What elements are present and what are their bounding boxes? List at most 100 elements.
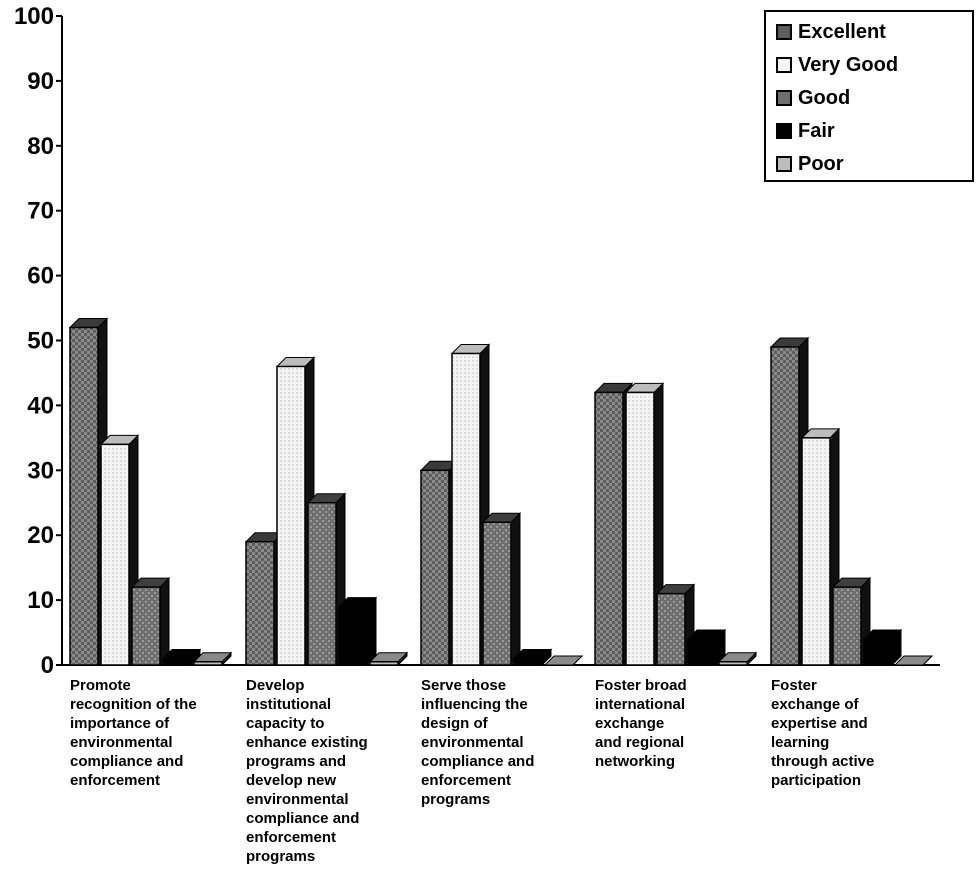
bar-front — [338, 605, 368, 666]
legend-label: Fair — [798, 119, 835, 142]
bar-side — [159, 576, 170, 667]
bar-front — [276, 365, 306, 666]
bar-front — [307, 502, 337, 666]
bar-front — [801, 437, 831, 666]
bar-side — [510, 512, 521, 667]
y-tick-label: 80 — [27, 133, 54, 160]
y-tick-label: 20 — [27, 522, 54, 549]
category-label-line: recognition of the — [70, 696, 197, 713]
y-tick-label: 40 — [27, 392, 54, 419]
legend-swatch-fair — [776, 123, 792, 139]
category-label-line: importance of — [70, 715, 170, 732]
legend-swatch-excellent — [776, 24, 792, 40]
category-label-line: compliance and — [246, 810, 360, 827]
category-label-line: participation — [771, 772, 862, 789]
legend-swatch-good — [776, 90, 792, 106]
legend-label: Very Good — [798, 53, 899, 76]
legend-label: Good — [798, 86, 851, 109]
bar-front — [625, 391, 655, 666]
bar-fair — [337, 596, 378, 667]
legend-item-excellent: Excellent — [776, 18, 886, 46]
bar-good — [481, 512, 522, 667]
category-label: Foster broad international exchange and reg… — [595, 676, 687, 771]
legend-swatch-very-good — [776, 57, 792, 73]
bar-front — [245, 540, 275, 666]
category-label-line: institutional — [246, 696, 331, 713]
bar-front — [656, 592, 686, 666]
bar-front — [420, 469, 450, 666]
category-label-line: enforcement — [246, 829, 337, 846]
category-label-line: programs and — [246, 753, 347, 770]
y-tick-label: 100 — [14, 3, 54, 30]
category-label: Develop institutional capacity to enhance e… — [246, 676, 368, 866]
bar-front — [369, 661, 399, 666]
bar-front — [594, 391, 624, 666]
category-label-line: compliance and — [421, 753, 535, 770]
legend-item-fair: Fair — [776, 117, 835, 145]
legend: Excellent Very Good Good Fair Poor — [764, 10, 974, 182]
bar-good — [306, 492, 347, 667]
category-label-line: expertise and — [771, 715, 868, 732]
bar-front — [863, 638, 893, 666]
category-label-line: international — [595, 696, 686, 713]
y-tick-label: 0 — [41, 652, 54, 679]
bar-front — [687, 638, 717, 666]
bar-front — [832, 586, 862, 666]
y-tick-label: 90 — [27, 68, 54, 95]
bar-front — [193, 661, 223, 666]
category-label: Promote recognition of the importance of en… — [70, 676, 197, 790]
legend-label: Excellent — [798, 20, 886, 43]
category-label-line: and regional — [595, 734, 685, 751]
category-label-line: programs — [246, 848, 316, 865]
category-label-line: Serve those — [421, 677, 507, 694]
category-label-line: networking — [595, 753, 676, 770]
legend-swatch-poor — [776, 156, 792, 172]
bar-side — [366, 596, 377, 667]
bar-poor — [893, 655, 934, 666]
category-label: Foster exchange of expertise and learning th… — [771, 676, 874, 790]
category-label: Serve those influencing the design of envir… — [421, 676, 534, 809]
bar-fair — [512, 648, 553, 667]
bar-front — [162, 657, 192, 666]
category-label-line: Foster broad — [595, 677, 687, 694]
bar-poor — [717, 651, 758, 667]
category-label-line: Foster — [771, 677, 817, 694]
category-label-line: programs — [421, 791, 491, 808]
category-label-line: influencing the — [421, 696, 528, 713]
bar-front — [100, 443, 130, 666]
y-tick-label: 70 — [27, 198, 54, 225]
category-label-line: enhance existing — [246, 734, 368, 751]
y-tick-label: 10 — [27, 587, 54, 614]
legend-item-good: Good — [776, 84, 850, 112]
category-label-line: enforcement — [421, 772, 512, 789]
category-label-line: exchange — [595, 715, 665, 732]
bars — [68, 317, 934, 667]
category-label-line: learning — [771, 734, 830, 751]
bar-top — [893, 655, 934, 666]
category-label-line: design of — [421, 715, 488, 732]
category-label-line: develop new — [246, 772, 337, 789]
category-label-line: exchange of — [771, 696, 859, 713]
category-label-line: compliance and — [70, 753, 184, 770]
y-tick-label: 60 — [27, 263, 54, 290]
bar-poor — [543, 655, 584, 666]
bar-poor — [368, 651, 409, 667]
bar-good — [130, 576, 171, 667]
bar-poor — [192, 651, 233, 667]
category-label-line: environmental — [70, 734, 173, 751]
category-label-line: enforcement — [70, 772, 161, 789]
legend-label: Poor — [798, 152, 844, 175]
bar-front — [513, 657, 543, 666]
bar-front — [482, 521, 512, 666]
category-label-line: Promote — [70, 677, 131, 694]
bar-front — [718, 661, 748, 666]
legend-item-poor: Poor — [776, 150, 844, 178]
category-label-line: capacity to — [246, 715, 325, 732]
bar-front — [770, 346, 800, 666]
y-tick-label: 30 — [27, 457, 54, 484]
bar-front — [451, 352, 481, 666]
category-label-line: Develop — [246, 677, 305, 694]
legend-item-very-good: Very Good — [776, 51, 898, 79]
bar-front — [131, 586, 161, 666]
